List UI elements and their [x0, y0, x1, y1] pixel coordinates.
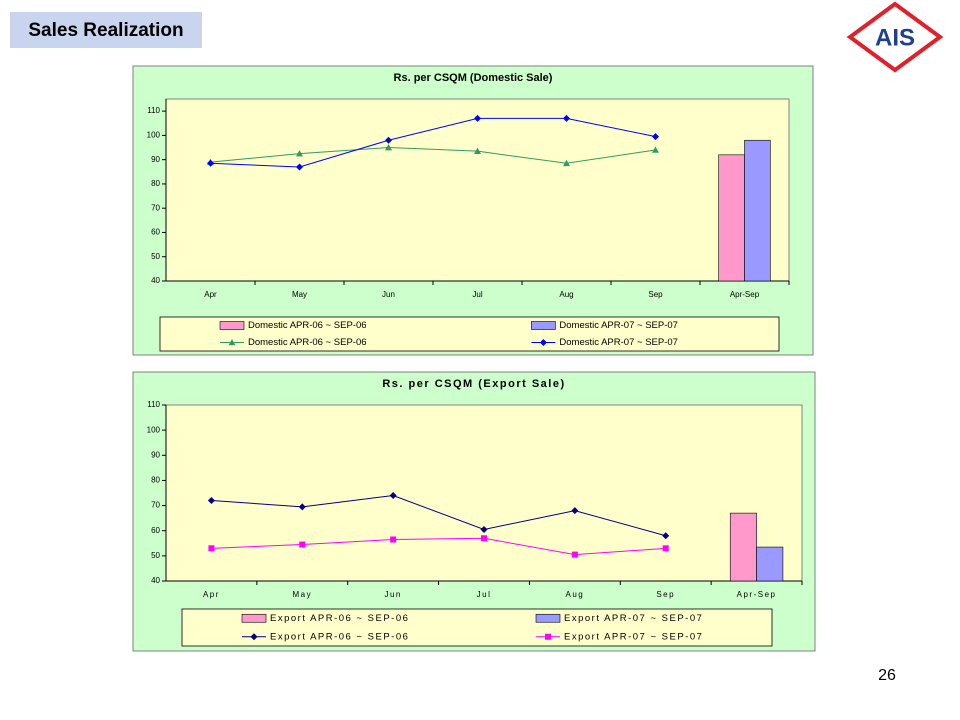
y-tick-label: 70 [151, 203, 160, 212]
y-tick-label: 110 [147, 106, 160, 115]
marker [563, 114, 570, 122]
marker [385, 144, 392, 151]
y-tick-label: 40 [151, 276, 160, 285]
logo-text: AIS [875, 24, 915, 51]
legend-marker [228, 339, 236, 346]
legend-box [181, 608, 773, 647]
y-tick-label: 60 [151, 228, 160, 237]
bar [744, 139, 771, 282]
legend-marker [250, 633, 258, 641]
y-tick-label: 90 [151, 155, 160, 164]
marker [390, 536, 397, 543]
page-number: 26 [878, 667, 896, 684]
x-tick-label: Apr-Sep [730, 290, 760, 299]
marker [652, 133, 659, 141]
logo: AIS [846, 1, 944, 73]
line [210, 117, 656, 168]
legend-swatch [241, 613, 267, 623]
plot-area [165, 98, 790, 282]
marker [299, 541, 306, 548]
marker [571, 551, 578, 558]
x-tick-label: Sep [656, 590, 675, 599]
x-tick-label: May [292, 590, 312, 599]
chart: Rs. per CSQM (Export Sale) 40 50 60 70 80 90 10… [132, 371, 816, 652]
y-tick-label: 50 [151, 252, 160, 261]
marker [389, 492, 397, 500]
y-tick-label: 60 [151, 526, 160, 535]
legend-label: Domestic APR-06 ~ SEP-06 [248, 337, 367, 348]
legend-label: Domestic APR-07 ~ SEP-07 [559, 320, 678, 331]
x-tick-label: Jun [382, 290, 395, 299]
y-tick-label: 40 [151, 576, 160, 585]
y-tick-label: 110 [147, 400, 160, 409]
marker [208, 545, 215, 552]
bar [718, 154, 745, 282]
y-tick-label: 80 [151, 476, 160, 485]
x-tick-label: Apr-Sep [737, 590, 777, 599]
x-tick-label: Sep [648, 290, 663, 299]
legend-box [159, 316, 780, 352]
marker [571, 507, 579, 515]
legend-marker [545, 633, 551, 640]
marker [662, 532, 670, 540]
x-tick-label: Aug [559, 290, 573, 299]
chart: Rs. per CSQM (Domestic Sale) 40 50 60 70 80 90… [132, 65, 814, 356]
legend-label: Export APR-07 ~ SEP-07 [564, 631, 703, 642]
chart-title: Rs. per CSQM (Export Sale) [382, 378, 565, 390]
legend-label: Domestic APR-06 ~ SEP-06 [248, 320, 367, 331]
x-tick-label: Jul [472, 290, 482, 299]
marker [296, 150, 303, 157]
marker [207, 497, 215, 505]
marker [474, 114, 481, 122]
y-tick-label: 80 [151, 179, 160, 188]
x-tick-label: Apr [203, 590, 220, 599]
marker [662, 545, 669, 552]
title-box [10, 12, 202, 48]
plot-area [165, 404, 803, 582]
bar [756, 546, 784, 582]
y-tick-label: 100 [147, 131, 161, 140]
legend-marker [539, 339, 547, 346]
marker [385, 136, 392, 144]
line [211, 495, 666, 537]
legend-swatch [535, 613, 561, 623]
y-tick-label: 50 [151, 551, 160, 560]
marker [207, 159, 214, 167]
y-tick-label: 100 [147, 425, 161, 434]
x-tick-label: Jun [384, 590, 401, 599]
slide-title: Sales Realization [28, 20, 183, 41]
legend-label: Export APR-06 ~ SEP-06 [270, 631, 409, 642]
x-tick-label: Aug [565, 590, 584, 599]
y-tick-label: 90 [151, 450, 160, 459]
bar [729, 512, 757, 582]
chart-title: Rs. per CSQM (Domestic Sale) [394, 72, 553, 84]
marker [296, 163, 303, 171]
marker [563, 159, 570, 167]
marker [481, 535, 487, 542]
line [211, 537, 666, 556]
legend-swatch [219, 321, 245, 330]
line [210, 147, 656, 164]
legend-label: Domestic APR-07 ~ SEP-07 [559, 337, 678, 348]
x-tick-label: May [292, 290, 307, 299]
marker [474, 147, 481, 154]
marker [480, 525, 488, 533]
x-tick-label: Apr [204, 290, 217, 299]
legend-swatch [531, 321, 556, 330]
x-tick-label: Jul [477, 590, 492, 599]
logo-diamond [846, 1, 944, 73]
marker [652, 146, 659, 153]
y-tick-label: 70 [151, 501, 160, 510]
marker [298, 503, 306, 511]
legend-label: Export APR-06 ~ SEP-06 [270, 613, 409, 624]
legend-label: Export APR-07 ~ SEP-07 [564, 613, 703, 624]
